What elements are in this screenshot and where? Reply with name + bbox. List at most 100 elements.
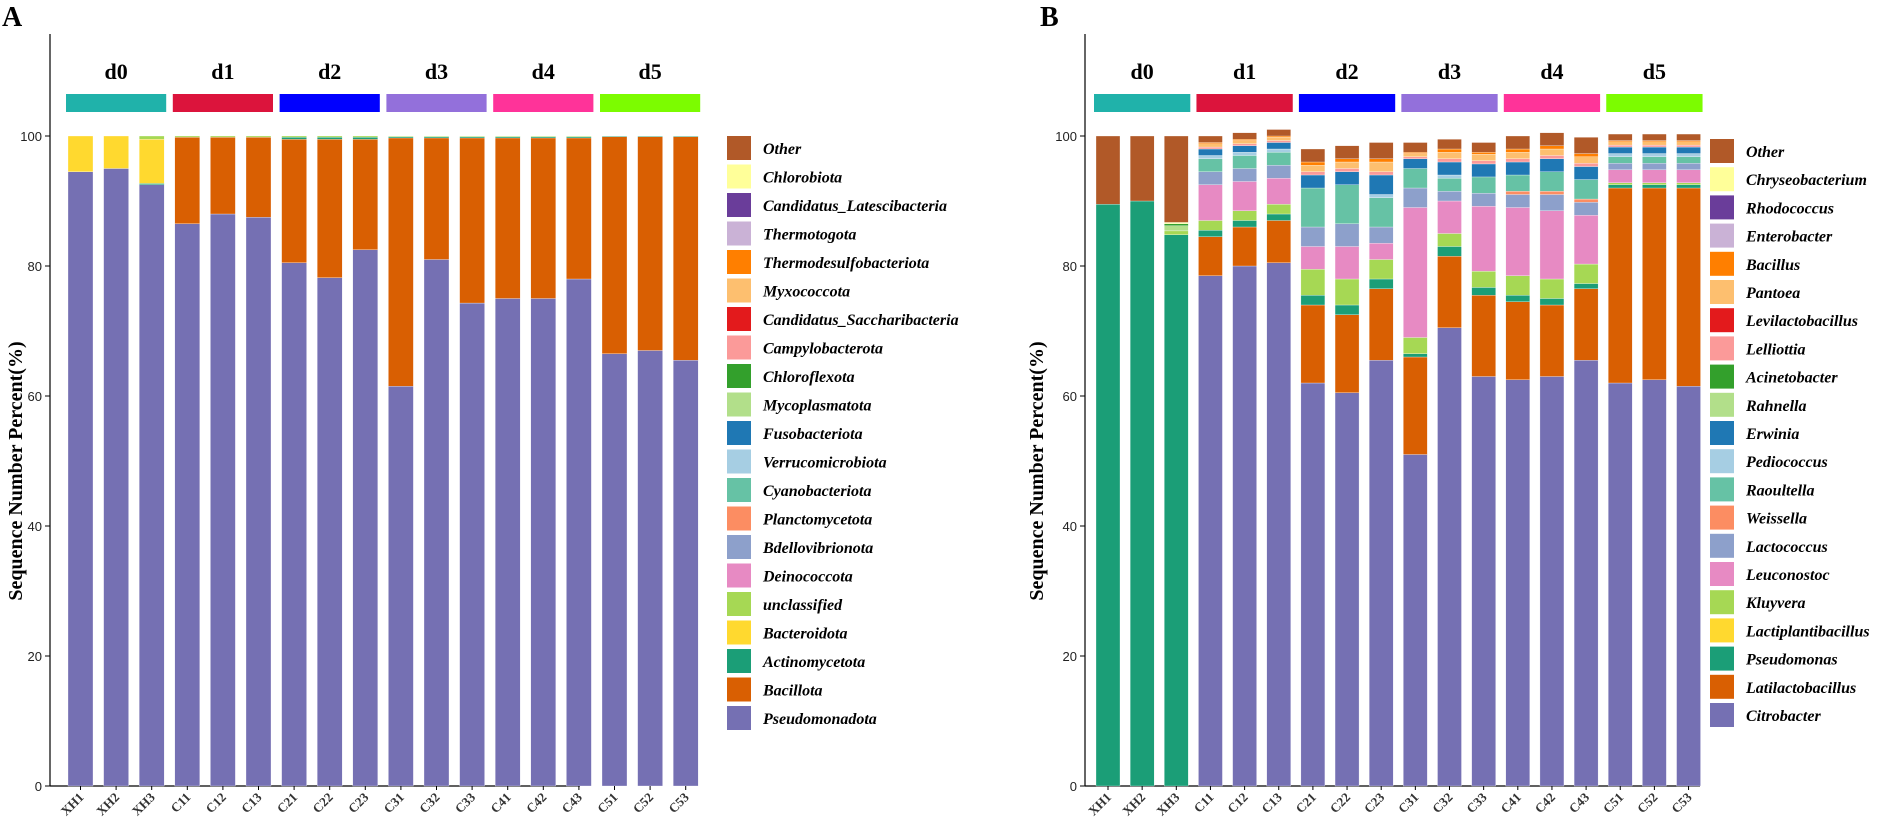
bar-segment-pseudomonadota-c52 (637, 350, 663, 787)
bar-segment-lactococcus-c51 (1608, 163, 1633, 170)
y-tick-label: 40 (1063, 519, 1077, 534)
legend-label-pantoea: Pantoea (1745, 285, 1800, 302)
bar-segment-latilactobacillus-c11 (1198, 236, 1223, 276)
bar-segment-lelliottia-c23 (1369, 171, 1394, 176)
bar-segment-pseudomonas-c23 (1369, 278, 1394, 289)
bar-segment-bacillus-c33 (1471, 152, 1496, 155)
bar-segment-bacillus-c11 (1198, 142, 1223, 144)
bar-segment-unclassified-c12 (210, 135, 236, 138)
bar-segment-kluyvera-c22 (1334, 278, 1360, 306)
legend-swatch-myxococcota (727, 278, 751, 303)
bar-segment-lelliottia-c42 (1539, 155, 1565, 159)
bar-segment-bacillota-c21 (281, 139, 307, 263)
bar-segment-pseudomonadota-c31 (388, 386, 414, 787)
legend-swatch-chloroflexota (727, 364, 751, 388)
bar-segment-latilactobacillus-c41 (1505, 301, 1530, 380)
bar-segment-pantoea-c33 (1471, 154, 1496, 161)
bar-segment-unclassified-c32 (423, 135, 450, 137)
bar-segment-erwinia-c32 (1437, 161, 1462, 176)
bar-segment-lelliottia-c32 (1437, 158, 1462, 163)
bar-segment-latilactobacillus-c23 (1369, 288, 1394, 361)
legend-swatch-campylobacterota (727, 335, 751, 360)
bar-segment-latilactobacillus-c33 (1471, 295, 1496, 377)
bar-segment-bacillota-c32 (423, 137, 450, 260)
bar-segment-erwinia-c53 (1676, 146, 1701, 154)
x-tick-label: C53 (1668, 789, 1695, 816)
panel-b: B 0 20 40 60 80 100 Sequence Number Percent(%) X… (1026, 2, 1870, 819)
bar-segment-latilactobacillus-c12 (1232, 226, 1257, 267)
bar-segment-leuconostoc-c31 (1403, 207, 1428, 338)
legend-swatch-citrobacter (1710, 703, 1734, 727)
group-color-bar-d3 (1401, 94, 1498, 112)
y-tick-label: 80 (28, 259, 42, 274)
bar-segment-lactococcus-c23 (1369, 226, 1394, 244)
bar-segment-pediococcus-c12 (1232, 152, 1257, 156)
bar-segment-lactococcus-c33 (1471, 193, 1496, 207)
x-tick-label: C21 (1293, 790, 1319, 816)
bar-segment-bacillota-c43 (566, 137, 592, 280)
legend-swatch-rahnella (1710, 392, 1734, 417)
bar-segment-leuconostoc-c21 (1300, 246, 1326, 270)
group-label-d5: d5 (1643, 59, 1666, 84)
bar-segment-pantoea-c52 (1642, 141, 1667, 146)
legend-label-weissella: Weissella (1746, 511, 1807, 528)
bar-segment-erwinia-c12 (1232, 145, 1257, 153)
legend-label-rahnella: Rahnella (1745, 398, 1806, 415)
bar-segment-pediococcus-c13 (1266, 148, 1291, 153)
bar-segment-leuconostoc-c32 (1437, 200, 1462, 234)
legend-swatch-enterobacter (1710, 223, 1734, 248)
x-tick-label: C32 (1429, 790, 1455, 816)
bar-segment-lactococcus-c31 (1403, 187, 1428, 208)
legend-swatch-deinococcota (727, 563, 751, 588)
bar-segment-actinomycetota-xh3 (139, 183, 165, 185)
legend-label-chlorobiota: Chlorobiota (763, 170, 842, 187)
legend-label-actinomycetota: Actinomycetota (762, 654, 865, 671)
group-label-d3: d3 (1438, 59, 1461, 84)
bar-segment-kluyvera-c31 (1403, 337, 1428, 354)
bar-segment-bacillus-c43 (1573, 153, 1599, 157)
legend-label-pseudomonas: Pseudomonas (1745, 652, 1838, 669)
bar-segment-lactococcus-c22 (1334, 223, 1360, 247)
bar-segment-raoultella-c12 (1232, 155, 1257, 169)
bar-segment-raoultella-c31 (1403, 168, 1428, 189)
bar-segment-lelliottia-c33 (1471, 160, 1496, 165)
bar-segment-other-c42 (1539, 132, 1565, 146)
legend-swatch-lactococcus (1710, 533, 1734, 558)
bar-segment-other-xh2 (1130, 135, 1155, 202)
bar-segment-pseudomonas-c21 (1300, 295, 1326, 306)
x-tick-label: C22 (309, 790, 335, 816)
bar-segment-leuconostoc-c53 (1676, 169, 1701, 183)
group-label-d1: d1 (1233, 59, 1256, 84)
bar-segment-unclassified-c11 (174, 135, 200, 138)
bar-segment-leuconostoc-c43 (1573, 215, 1599, 265)
x-tick-label: C41 (487, 790, 513, 816)
bar-segment-kluyvera-c23 (1369, 259, 1394, 280)
panel-a: A 0 20 40 60 80 100 Sequence Number Percent(%) X… (2, 2, 959, 819)
bar-segment-bacillus-c42 (1539, 145, 1565, 150)
x-tick-label: C42 (523, 790, 549, 816)
bar-segment-bacillota-c13 (245, 137, 272, 218)
bar-segment-other-c11 (1198, 135, 1223, 143)
bar-segment-pseudomonas-c52 (1642, 184, 1667, 189)
legend-label-myxococcota: Myxococcota (762, 284, 850, 301)
bar-segment-other-c31 (1403, 142, 1428, 153)
bar-segment-kluyvera-c43 (1573, 263, 1599, 284)
x-tick-label: C11 (1191, 790, 1217, 816)
bar-segment-pseudomonadota-c12 (210, 213, 236, 787)
bar-segment-bacteroidota-xh3 (139, 139, 165, 184)
x-tick-label: C43 (1566, 789, 1593, 816)
bar-segment-kluyvera-c12 (1232, 210, 1257, 221)
bar-segment-other-c53 (1676, 133, 1701, 141)
x-tick-label: C42 (1532, 790, 1558, 816)
bar-segment-rahnella-xh3 (1164, 225, 1189, 232)
bar-segment-other-xh3 (1164, 135, 1189, 223)
bar-segment-actinomycetota-c53 (673, 135, 699, 137)
bar-segment-lactococcus-c52 (1642, 163, 1667, 170)
bar-segment-latilactobacillus-c51 (1608, 187, 1633, 384)
legend-label-lelliottia: Lelliottia (1745, 341, 1806, 358)
bar-segment-pantoea-c43 (1573, 156, 1599, 164)
bar-segment-pseudomonas-c43 (1573, 283, 1599, 289)
legend-label-raoultella: Raoultella (1745, 482, 1814, 499)
bar-segment-pseudomonas-c31 (1403, 353, 1428, 358)
legend-swatch-lactiplantibacillus (1710, 618, 1734, 643)
